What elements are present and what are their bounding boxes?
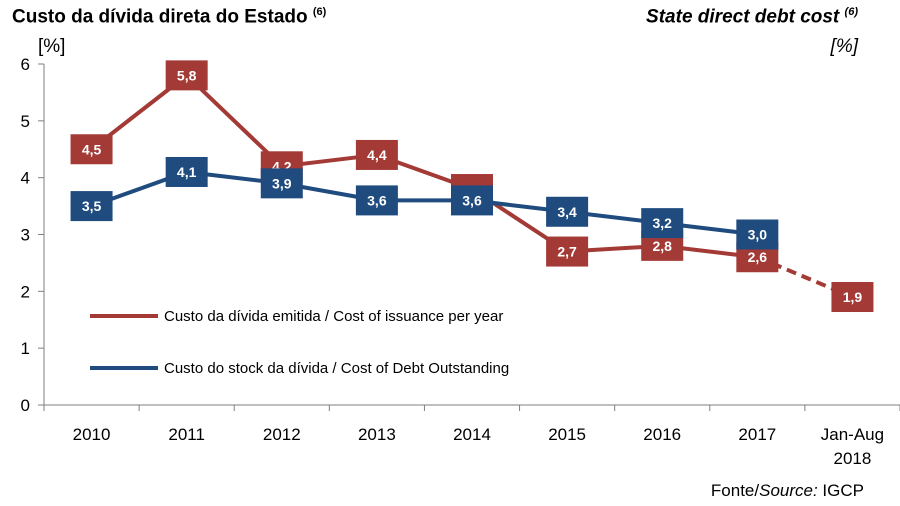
- series-2-data-label: 3,0: [748, 227, 768, 243]
- x-tick-label: 2016: [643, 425, 681, 444]
- series-1-data-label: 4,5: [82, 141, 102, 157]
- y-tick-label: 1: [21, 339, 30, 358]
- series-2-marker: [260, 168, 303, 199]
- series-1-data-label: 1,9: [843, 289, 863, 305]
- series-2-data-label: 3,4: [557, 204, 577, 220]
- series-1-data-label: 2,8: [652, 238, 672, 254]
- y-tick-label: 3: [21, 226, 30, 245]
- series-2-marker: [641, 208, 684, 239]
- series-2-data-label: 3,9: [272, 175, 292, 191]
- title-en-note: (6): [844, 6, 858, 18]
- series-1-marker: [355, 139, 398, 170]
- x-tick-label: 2015: [548, 425, 586, 444]
- series-1-data-label: 4,4: [367, 147, 387, 163]
- series-2-data-label: 3,5: [82, 198, 102, 214]
- x-tick-label: 2014: [453, 425, 491, 444]
- x-tick-label: 2010: [73, 425, 111, 444]
- y-tick-label: 6: [21, 55, 30, 74]
- chart-title-pt: Custo da dívida direta do Estado (6): [12, 6, 327, 28]
- series-2-data-label: 3,6: [462, 192, 482, 208]
- title-pt-note: (6): [312, 6, 327, 18]
- chart-title-en: State direct debt cost (6): [646, 6, 858, 28]
- y-tick-label: 5: [21, 112, 30, 131]
- series-1-marker: [831, 282, 874, 313]
- legend-label-2: Custo do stock da dívida / Cost of Debt …: [164, 360, 509, 377]
- series-2-marker: [736, 219, 779, 250]
- series-2-marker: [546, 196, 589, 227]
- series-2-marker: [70, 191, 113, 222]
- series-1-marker: [70, 134, 113, 165]
- series-1-data-label: 2,7: [557, 244, 577, 260]
- y-tick-label: 4: [21, 169, 30, 188]
- series-2-data-label: 3,6: [367, 192, 387, 208]
- x-tick-label: 2017: [738, 425, 776, 444]
- x-tick-label: 2012: [263, 425, 301, 444]
- series-1-data-label: 5,8: [177, 67, 197, 83]
- y-unit-right: [%]: [830, 36, 858, 57]
- series-2-data-label: 4,1: [177, 164, 197, 180]
- series-2-marker: [355, 185, 398, 216]
- x-tick-label: 2013: [358, 425, 396, 444]
- series-2-marker: [451, 185, 493, 216]
- series-1-marker: [165, 60, 208, 91]
- x-tick-label: 2018: [834, 449, 872, 468]
- series-2-marker: [165, 156, 208, 187]
- y-unit-left: [%]: [38, 36, 66, 57]
- legend-label-1: Custo da dívida emitida / Cost of issuan…: [164, 308, 503, 325]
- series-1-marker: [546, 236, 589, 267]
- x-tick-label: 2011: [168, 425, 205, 444]
- series-2-data-label: 3,2: [652, 215, 672, 231]
- y-tick-label: 2: [21, 282, 30, 301]
- series-1-data-label: 2,6: [748, 249, 768, 265]
- y-tick-label: 0: [21, 396, 30, 415]
- x-tick-label: Jan-Aug: [821, 425, 884, 444]
- source-note: Fonte/Source: IGCP: [710, 481, 864, 500]
